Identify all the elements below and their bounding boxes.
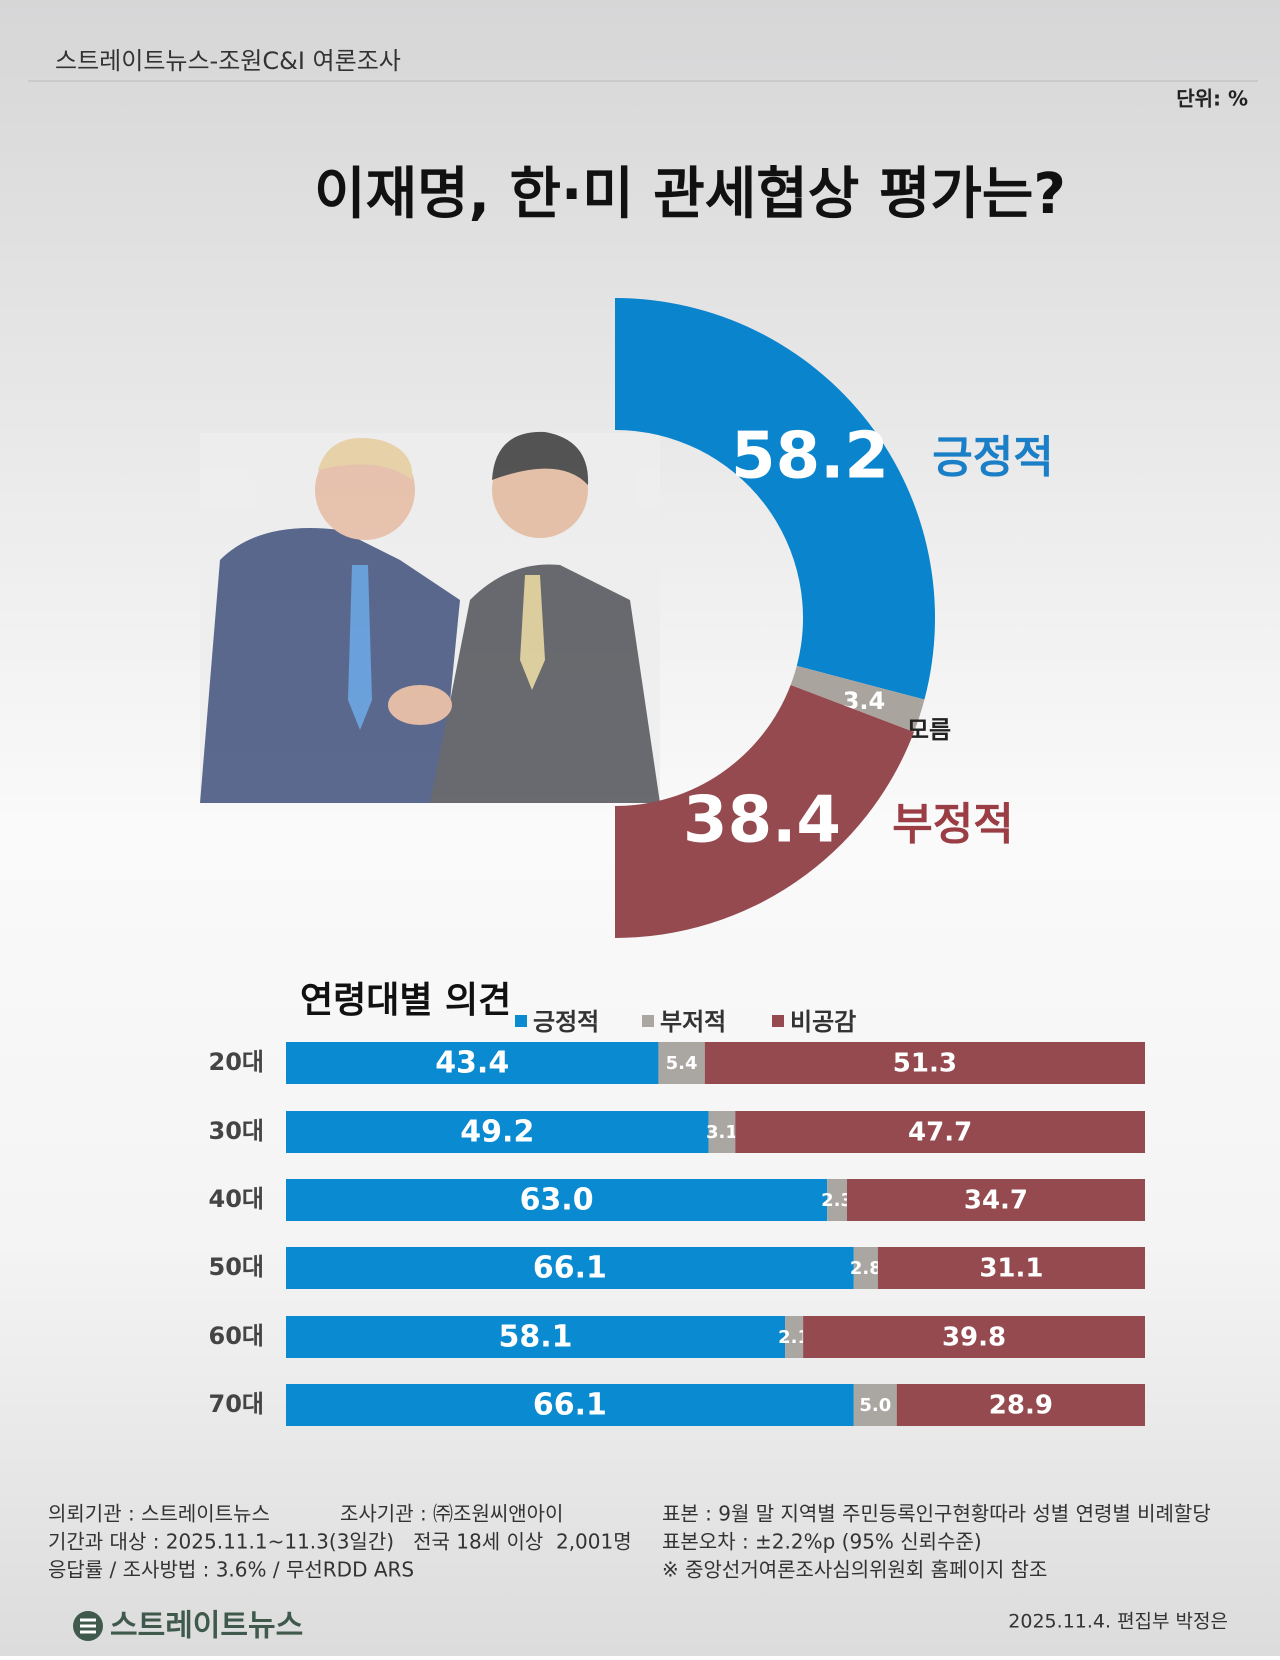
- data-label: 43.4: [435, 1046, 509, 1081]
- data-label: 58.2: [731, 420, 889, 494]
- data-label: 47.7: [908, 1118, 972, 1148]
- bar-segment: [803, 1316, 1145, 1358]
- y-tick-label: 40대: [209, 1185, 264, 1213]
- y-tick-label: 20대: [209, 1048, 264, 1076]
- data-label: 58.1: [499, 1320, 573, 1355]
- bar-segment: [846, 1179, 1145, 1221]
- y-tick-label: 50대: [209, 1253, 264, 1281]
- data-label: 34.7: [964, 1186, 1028, 1216]
- legend-label: 부저적: [660, 1008, 726, 1036]
- bar-segment: [853, 1384, 897, 1426]
- person-hair: [492, 431, 589, 485]
- person-tie: [348, 565, 372, 730]
- bar-segment: [735, 1111, 1145, 1153]
- person-tie: [520, 575, 545, 690]
- bar-segment: [286, 1111, 709, 1153]
- data-label: 51.3: [893, 1049, 957, 1079]
- data-label: 38.4: [683, 784, 841, 858]
- bar-segment: [896, 1384, 1145, 1426]
- donut-segment: [790, 665, 925, 733]
- data-label: 39.8: [942, 1323, 1006, 1353]
- data-label: 5.0: [859, 1395, 891, 1416]
- unit: 단위: %: [1176, 87, 1248, 111]
- data-label: 2.1: [778, 1327, 810, 1348]
- footer-text: 기간과 대상 : 2025.11.1~11.3(3일간) 전국 18세 이상 2…: [48, 1530, 632, 1554]
- legend-swatch: [515, 1015, 527, 1027]
- bar-segment: [708, 1111, 736, 1153]
- chart-title: 이재명, 한·미 관세협상 평가는?: [314, 162, 1066, 227]
- data-label: 2.8: [850, 1258, 882, 1279]
- bar-segment: [286, 1179, 828, 1221]
- data-label: 66.1: [533, 1251, 607, 1286]
- data-label: 28.9: [989, 1391, 1053, 1421]
- segment-label: 모름: [907, 716, 951, 744]
- data-label: 49.2: [460, 1115, 534, 1150]
- footer-text: 표본 : 9월 말 지역별 주민등록인구현황따라 성별 연령별 비례할당: [662, 1502, 1211, 1526]
- bar-segment: [286, 1384, 854, 1426]
- segment-label: 부정적: [892, 799, 1013, 850]
- legend-label: 긍정적: [533, 1008, 599, 1036]
- data-label: 31.1: [979, 1254, 1043, 1284]
- data-label: 2.3: [821, 1190, 853, 1211]
- bar-chart-title: 연령대별 의견: [300, 980, 511, 1021]
- footer-text: 표본오차 : ±2.2%p (95% 신뢰수준): [662, 1530, 982, 1554]
- footer-text: 응답률 / 조사방법 : 3.6% / 무선RDD ARS: [48, 1558, 414, 1582]
- photo: [200, 431, 660, 803]
- bar-segment: [853, 1247, 878, 1289]
- donut-segment: [615, 685, 914, 938]
- handshake: [388, 685, 452, 725]
- bar-segment: [286, 1316, 786, 1358]
- bar-segment: [704, 1042, 1145, 1084]
- person-hair: [318, 438, 413, 480]
- y-tick-label: 60대: [209, 1322, 264, 1350]
- footer-text: 의뢰기관 : 스트레이트뉴스: [48, 1502, 270, 1526]
- source: 스트레이트뉴스-조원C&I 여론조사: [55, 47, 401, 75]
- person-suit: [430, 564, 660, 803]
- footer-text: 조사기관 : ㈜조원씨앤아이: [340, 1502, 563, 1526]
- data-label: 66.1: [533, 1388, 607, 1423]
- donut-segment: [615, 298, 935, 700]
- segment-label: 긍정적: [932, 432, 1053, 483]
- data-label: 3.1: [706, 1122, 738, 1143]
- y-tick-label: 70대: [209, 1390, 264, 1418]
- legend-swatch: [642, 1015, 654, 1027]
- legend-swatch: [772, 1015, 784, 1027]
- bar-segment: [877, 1247, 1145, 1289]
- logo-icon: [80, 1618, 96, 1634]
- bar-segment: [658, 1042, 705, 1084]
- bar-segment: [286, 1042, 659, 1084]
- bar-segment: [827, 1179, 847, 1221]
- data-label: 63.0: [520, 1183, 594, 1218]
- logo: 스트레이트뉴스: [110, 1609, 303, 1644]
- person-suit: [200, 528, 460, 803]
- bar-segment: [785, 1316, 804, 1358]
- credit: 2025.11.4. 편집부 박정은: [1008, 1611, 1228, 1633]
- y-tick-label: 30대: [209, 1117, 264, 1145]
- data-label: 5.4: [666, 1053, 698, 1074]
- bar-segment: [286, 1247, 854, 1289]
- footer-text: ※ 중앙선거여론조사심의위원회 홈페이지 참조: [662, 1558, 1047, 1582]
- legend-label: 비공감: [790, 1008, 856, 1036]
